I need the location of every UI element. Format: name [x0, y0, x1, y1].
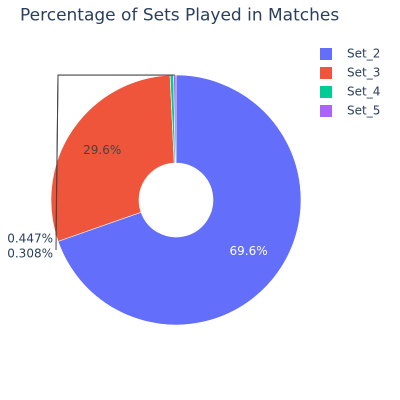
legend-label-set-5: Set_5 [347, 104, 380, 118]
slice-labels-layer: 69.6% 29.6% 0.447%0.308% [7, 74, 268, 261]
slice-set-2 [57, 74, 302, 326]
legend-item-set-5[interactable]: Set_5 [320, 104, 380, 118]
slices-layer [50, 74, 302, 326]
slice-set-3 [50, 74, 175, 242]
legend-label-set-3: Set_3 [347, 66, 380, 80]
legend-label-set-2: Set_2 [347, 47, 380, 61]
legend-item-set-2[interactable]: Set_2 [320, 47, 380, 61]
chart-title: Percentage of Sets Played in Matches [20, 6, 339, 26]
legend-swatch-set-3 [320, 67, 332, 79]
slice-label-set-5: 0.308% [7, 247, 53, 261]
slice-label-set-2: 69.6% [230, 244, 268, 258]
legend: Set_2 Set_3 Set_4 Set_5 [320, 47, 380, 118]
legend-swatch-set-2 [320, 48, 332, 60]
legend-swatch-set-4 [320, 86, 332, 98]
legend-label-set-4: Set_4 [347, 85, 380, 99]
slice-label-set-3: 29.6% [83, 143, 121, 157]
legend-item-set-4[interactable]: Set_4 [320, 85, 380, 99]
slice-label-set-4: 0.447% [7, 232, 53, 246]
label-connector-set-5 [55, 74, 175, 251]
legend-item-set-3[interactable]: Set_3 [320, 66, 380, 80]
legend-swatch-set-5 [320, 105, 332, 117]
